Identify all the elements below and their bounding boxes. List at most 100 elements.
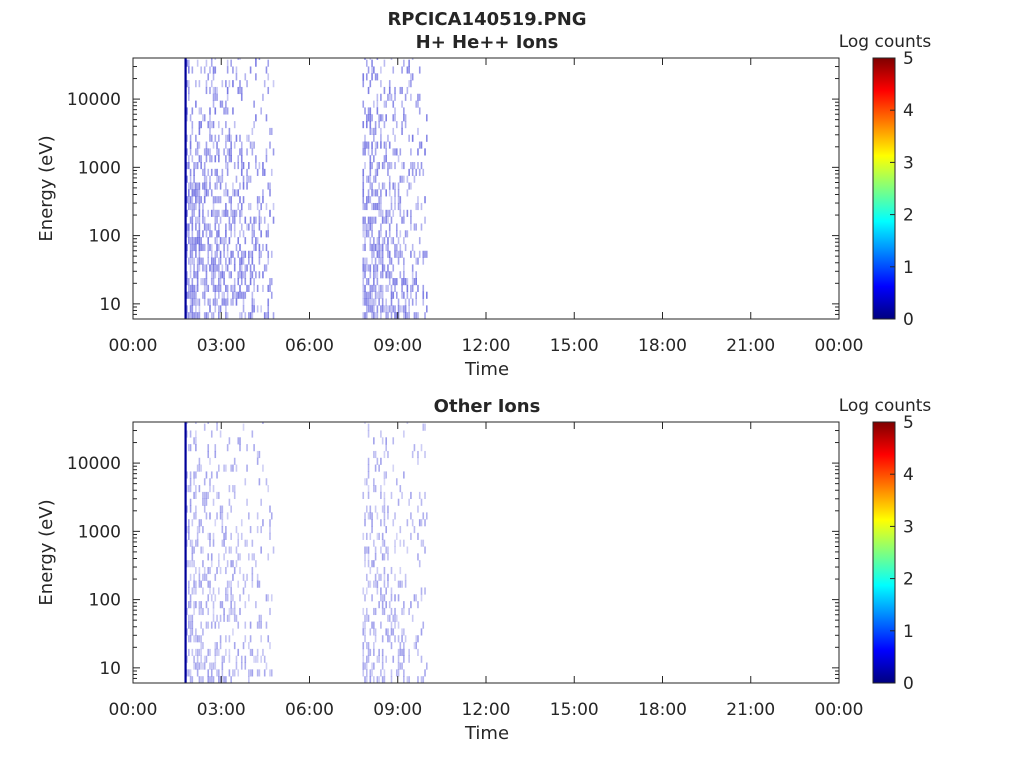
spectrogram-cell [417,257,419,265]
spectrogram-cell [191,278,194,286]
spectrogram-cell [248,223,250,231]
spectrogram-cell [214,284,217,292]
spectrogram-cell [369,223,372,231]
spectrogram-cell [381,237,384,245]
spectrogram-cell [186,59,188,67]
spectrogram-cell [380,312,382,319]
spectrogram-cell [189,284,192,292]
spectrogram-cell [216,86,218,95]
spectrogram-cell [383,478,386,486]
spectrogram-cell [399,250,402,258]
spectrogram-cell [221,505,224,513]
spectrogram-cell [367,86,370,95]
spectrogram-cell [186,134,188,142]
spectrogram-cell [210,243,213,252]
spectrogram-cell [214,305,217,313]
spectrogram-cell [214,237,217,245]
spectrogram-cell [256,580,259,588]
spectrogram-cell [413,642,416,650]
spectrogram-cell [205,278,208,286]
spectrogram-cell [367,298,370,306]
spectrogram-cell [397,648,400,656]
spectrogram-cell [237,291,240,299]
spectrogram-cell [189,573,192,581]
spectrogram-cell [401,121,403,129]
spectrogram-cell [239,257,241,265]
spectrogram-cell [367,189,370,197]
spectrogram-cell [233,216,236,224]
spectrogram-cell [380,93,382,101]
spectrogram-cell [223,148,225,156]
spectrogram-cell [367,305,370,313]
spectrogram-cell [209,566,211,575]
spectrogram-cell [422,512,425,520]
spectrogram-cell [221,298,224,306]
spectrogram-cell [195,437,197,445]
spectrogram-cell [251,223,254,231]
spectrogram-cell [205,59,208,67]
spectrogram-cell [373,202,375,211]
spectrogram-cell [269,642,271,650]
spectrogram-cell [205,148,208,156]
spectrogram-cell [189,168,192,176]
spectrogram-cell [364,560,366,568]
spectrogram-cell [424,423,426,431]
spectrogram-cell [218,223,220,231]
spectrogram-cell [408,648,410,656]
spectrogram-cell [188,189,190,197]
spectrogram-cell [255,59,257,67]
spectrogram-cell [267,485,270,493]
spectrogram-cell [390,271,393,279]
spectrogram-cell [210,676,213,683]
spectrogram-cell [365,676,368,683]
spectrogram-cell [212,498,215,506]
spectrogram-cell [188,196,190,204]
spectrogram-cell [417,196,419,204]
spectrogram-cell [235,662,238,670]
spectrogram-cell [404,635,407,643]
spectrogram-cell [385,155,387,163]
spectrogram-cell [364,519,366,527]
spectrogram-cell [248,202,250,211]
spectrogram-cell [198,182,201,190]
spectrogram-cell [364,553,366,561]
spectrogram-cell [207,580,210,588]
spectrogram-cell [383,471,386,479]
spectrogram-cell [205,512,208,520]
spectrogram-cell [188,648,190,656]
spectrogram-cell [242,175,245,183]
spectrogram-cell [364,107,366,115]
spectrogram-cell [233,607,236,616]
spectrogram-cell [380,141,382,149]
spectrogram-cell [269,278,271,286]
spectrogram-cell [196,148,199,156]
spectrogram-cell [207,73,210,81]
spectrogram-cell [258,621,261,629]
spectrogram-cell [212,278,215,286]
spectrogram-cell [376,457,379,465]
spectrogram-cell [246,464,248,472]
spectrogram-cell [191,560,194,568]
spectrogram-cell [387,614,389,622]
spectrogram-cell [365,291,368,299]
spectrogram-cell [228,155,231,163]
spectrogram-cell [371,526,373,534]
spectrogram-cell [401,66,403,74]
x-tick-label: 12:00 [462,336,511,356]
spectrogram-cell [373,560,375,568]
spectrogram-cell [376,93,379,101]
spectrogram-cell [205,141,208,149]
spectrogram-cell [200,662,202,670]
spectrogram-cell [420,202,423,211]
spectrogram-cell [365,587,368,595]
spectrogram-cell [218,291,220,299]
spectrogram-cell [240,662,243,670]
spectrogram-cell [188,526,190,534]
spectrogram-cell [200,607,202,616]
spectrogram-cell [260,621,262,629]
spectrogram-cell [373,478,375,486]
spectrogram-cell [186,471,188,479]
spectrogram-cell [196,635,199,643]
spectrogram-cell [381,216,384,224]
spectrogram-cell [262,422,264,424]
